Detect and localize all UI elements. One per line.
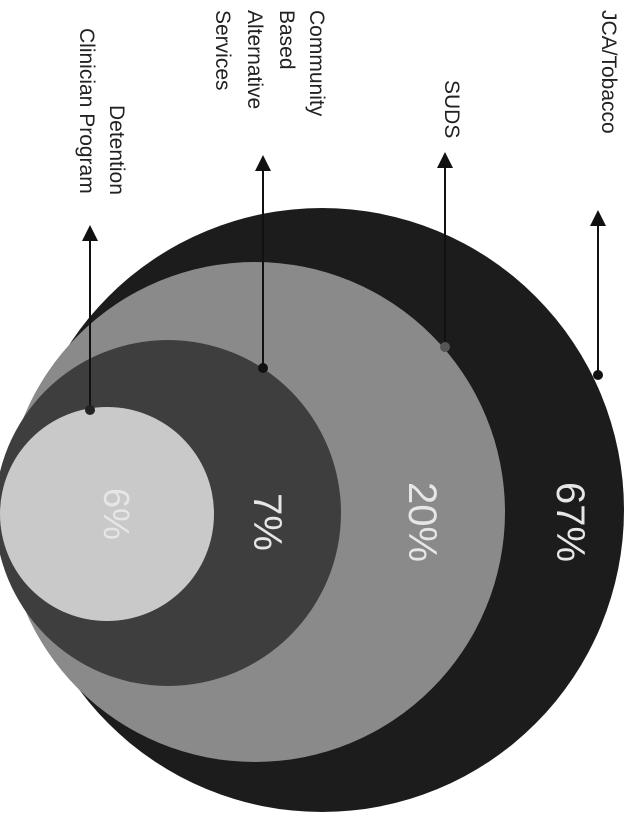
category-label-detention-clinician-program: Detention Clinician Program (75, 28, 128, 195)
leader-dot-suds (440, 342, 450, 352)
category-label-line: Detention (105, 105, 128, 195)
leader-dot-community-based-alternative-services (258, 363, 268, 373)
category-label-line: JCA/Tobacco (597, 10, 620, 134)
leader-dot-detention-clinician-program (85, 405, 95, 415)
category-label-line: SUDS (440, 80, 463, 138)
value-label-suds: 20% (400, 482, 444, 562)
category-label-line: Services (211, 10, 234, 91)
category-label-line: Alternative (243, 10, 266, 109)
category-label-line: Community (305, 10, 328, 117)
category-label-line: Based (275, 10, 298, 70)
category-label-community-based-alternative-services: Community Based Alternative Services (211, 10, 328, 117)
leader-dot-jca-tobacco (593, 370, 603, 380)
category-label-jca-tobacco: JCA/Tobacco (597, 10, 620, 134)
value-label-community-based-alternative-services: 7% (245, 493, 289, 551)
value-label-jca-tobacco: 67% (548, 482, 592, 562)
category-label-suds: SUDS (440, 80, 463, 138)
circle-detention-clinician-program (0, 407, 214, 621)
category-label-line: Clinician Program (75, 28, 98, 194)
value-label-detention-clinician-program: 6% (96, 488, 137, 540)
